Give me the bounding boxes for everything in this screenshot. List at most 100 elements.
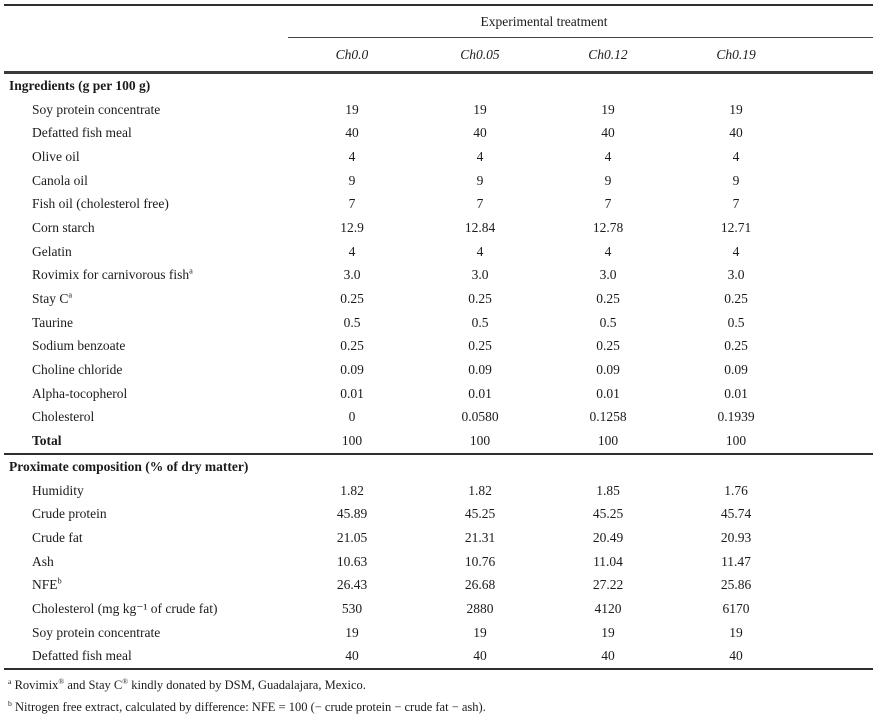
column-header-row: Ch0.0 Ch0.05 Ch0.12 Ch0.19 bbox=[4, 37, 874, 74]
cell-value: 0.25 bbox=[340, 291, 364, 307]
cell-value: 21.31 bbox=[464, 529, 496, 545]
cell-value: 9 bbox=[732, 172, 740, 188]
cell-value: 19 bbox=[473, 624, 487, 640]
cell-value: 12.9 bbox=[340, 219, 364, 235]
filler-cell bbox=[800, 406, 873, 430]
table-row: Gelatin 4 4 4 4 bbox=[4, 240, 873, 264]
filler-cell bbox=[800, 479, 873, 503]
cell-value: 4 bbox=[604, 243, 612, 259]
cell-value: 40 bbox=[473, 125, 487, 141]
cell-value: 19 bbox=[473, 101, 487, 117]
row-label: Ash bbox=[32, 553, 54, 569]
footnote-marker-b: b bbox=[8, 699, 12, 709]
cell-value: 26.68 bbox=[464, 577, 496, 593]
spanner-empty-cell bbox=[4, 5, 288, 38]
cell-value: 10.76 bbox=[464, 553, 496, 569]
cell-value: 4 bbox=[348, 243, 356, 259]
cell-value: 21.05 bbox=[336, 529, 368, 545]
row-label: Crude fat bbox=[32, 529, 83, 545]
cell-value: 45.74 bbox=[720, 506, 752, 522]
row-label: Choline chloride bbox=[32, 362, 123, 378]
cell-value: 45.89 bbox=[336, 506, 368, 522]
cell-value: 11.04 bbox=[593, 553, 623, 569]
cell-value: 20.93 bbox=[720, 529, 752, 545]
cell-value: 40 bbox=[345, 648, 359, 664]
table-row: Alpha-tocopherol 0.01 0.01 0.01 0.01 bbox=[4, 382, 873, 406]
cell-value: 3.0 bbox=[599, 267, 617, 283]
cell-value: 0.01 bbox=[596, 385, 620, 401]
footnote-marker-a: a bbox=[68, 290, 73, 300]
filler-cell bbox=[800, 382, 873, 406]
cell-value: 9 bbox=[604, 172, 612, 188]
cell-value: 11.47 bbox=[721, 553, 751, 569]
section-header-row: Ingredients (g per 100 g) bbox=[4, 73, 873, 98]
cell-value: 40 bbox=[345, 125, 359, 141]
table-row: Total 100 100 100 100 bbox=[4, 429, 873, 454]
filler-cell bbox=[800, 526, 873, 550]
table-row: Ash 10.63 10.76 11.04 11.47 bbox=[4, 550, 873, 574]
table-row: Soy protein concentrate 19 19 19 19 bbox=[4, 621, 873, 645]
cell-value: 7 bbox=[604, 196, 612, 212]
row-label: Soy protein concentrate bbox=[32, 101, 161, 117]
cell-value: 0.01 bbox=[724, 385, 748, 401]
filler-cell bbox=[800, 621, 873, 645]
cell-value: 0 bbox=[348, 409, 356, 425]
cell-value: 9 bbox=[476, 172, 484, 188]
row-label: Soy protein concentrate bbox=[32, 624, 161, 640]
row-label: Taurine bbox=[32, 314, 74, 330]
cell-value: 4 bbox=[604, 148, 612, 164]
row-label: Cholesterol bbox=[32, 409, 95, 425]
filler-cell bbox=[800, 573, 873, 597]
cell-value: 0.01 bbox=[468, 385, 492, 401]
cell-value: 4 bbox=[476, 148, 484, 164]
experimental-treatment-spanner: Experimental treatment bbox=[288, 5, 801, 38]
section-header-label: Ingredients (g per 100 g) bbox=[9, 77, 151, 93]
cell-value: 9 bbox=[348, 172, 356, 188]
cell-value: 0.09 bbox=[340, 362, 364, 378]
cell-value: 40 bbox=[729, 125, 743, 141]
table-row: Humidity 1.82 1.82 1.85 1.76 bbox=[4, 479, 873, 503]
cell-value: 0.5 bbox=[599, 314, 617, 330]
column-header-Ch0.12: Ch0.12 bbox=[544, 37, 672, 74]
cell-value: 1.76 bbox=[724, 482, 748, 498]
row-label: Defatted fish meal bbox=[32, 648, 132, 664]
table-row: Fish oil (cholesterol free) 7 7 7 7 bbox=[4, 192, 873, 216]
table-row: Olive oil 4 4 4 4 bbox=[4, 145, 873, 169]
cell-value: 40 bbox=[473, 648, 487, 664]
cell-value: 19 bbox=[729, 101, 743, 117]
filler-cell bbox=[800, 240, 873, 264]
column-header-Ch0.05: Ch0.05 bbox=[416, 37, 544, 74]
cell-value: 0.0580 bbox=[461, 409, 499, 425]
cell-value: 0.25 bbox=[596, 338, 620, 354]
registered-trademark-symbol: ® bbox=[58, 677, 65, 687]
filler-cell bbox=[800, 216, 873, 240]
table-row: Stay Ca 0.25 0.25 0.25 0.25 bbox=[4, 287, 873, 311]
footnotes: a Rovimix® and Stay C® kindly donated by… bbox=[4, 674, 873, 717]
row-label: Gelatin bbox=[32, 243, 72, 259]
cell-value: 0.1939 bbox=[717, 409, 755, 425]
table-row: Crude fat 21.05 21.31 20.49 20.93 bbox=[4, 526, 873, 550]
cell-value: 100 bbox=[341, 433, 363, 449]
row-label: Olive oil bbox=[32, 148, 80, 164]
footnote-marker-a: a bbox=[189, 266, 193, 276]
cell-value: 45.25 bbox=[592, 506, 624, 522]
cell-value: 19 bbox=[729, 624, 743, 640]
cell-value: 25.86 bbox=[720, 577, 752, 593]
cell-value: 1.82 bbox=[468, 482, 492, 498]
spanner-row: Experimental treatment bbox=[4, 5, 874, 38]
filler-cell bbox=[800, 597, 873, 621]
filler-cell bbox=[800, 358, 873, 382]
cell-value: 0.1258 bbox=[589, 409, 627, 425]
cell-value: 7 bbox=[476, 196, 484, 212]
table-row: Soy protein concentrate 19 19 19 19 bbox=[4, 98, 873, 122]
spanner-filler-cell bbox=[800, 5, 874, 38]
cell-value: 19 bbox=[601, 101, 615, 117]
filler-cell bbox=[800, 550, 873, 574]
filler-cell bbox=[800, 169, 873, 193]
filler-cell bbox=[800, 335, 873, 359]
column-header-empty-cell bbox=[4, 37, 288, 74]
table-row: Defatted fish meal 40 40 40 40 bbox=[4, 645, 873, 670]
row-label: Cholesterol (mg kg⁻¹ of crude fat) bbox=[32, 600, 218, 616]
row-label: Rovimix for carnivorous fisha bbox=[32, 266, 193, 283]
cell-value: 12.84 bbox=[464, 219, 496, 235]
